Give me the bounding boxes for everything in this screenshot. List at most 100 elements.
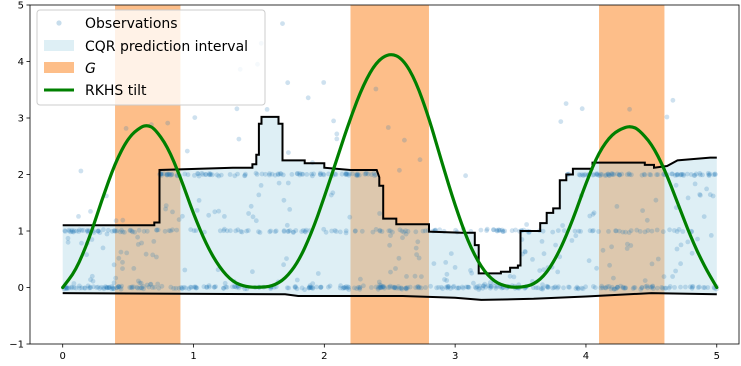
observation-point — [118, 284, 123, 290]
observation-point — [119, 227, 124, 233]
observation-point — [166, 228, 172, 234]
observation-point — [701, 285, 706, 290]
observation-point — [118, 286, 124, 292]
observation-point — [591, 172, 597, 177]
observation-point — [321, 226, 327, 232]
observation-point — [496, 227, 502, 233]
observation-point — [377, 227, 383, 233]
observation-point — [88, 285, 93, 291]
y-tick-label: 3 — [18, 114, 24, 125]
observation-point — [481, 283, 487, 289]
observation-point — [494, 227, 499, 233]
observation-point — [244, 228, 250, 234]
observation-point — [396, 284, 401, 289]
observation-point — [150, 285, 155, 290]
observation-point — [307, 284, 313, 290]
observation-point — [473, 285, 479, 291]
observation-point — [235, 171, 240, 177]
observation-point — [632, 285, 638, 290]
observation-point — [323, 229, 329, 235]
observation-point — [655, 256, 661, 262]
observation-point — [257, 230, 263, 235]
observation-point — [443, 260, 449, 265]
observation-point — [127, 228, 133, 234]
observation-point — [194, 208, 200, 213]
observation-point — [111, 262, 117, 268]
observation-point — [111, 286, 116, 292]
observation-point — [524, 222, 529, 227]
observation-point — [706, 172, 712, 178]
observation-point — [188, 227, 194, 233]
observation-point — [155, 227, 161, 233]
observation-point — [600, 247, 606, 253]
observation-point — [400, 235, 405, 241]
observation-point — [116, 284, 121, 290]
observation-point — [65, 239, 71, 245]
observation-point — [90, 278, 96, 284]
observation-point — [224, 228, 230, 234]
observation-point — [550, 285, 556, 291]
observation-point — [445, 285, 450, 291]
observation-point — [558, 119, 564, 124]
observation-point — [417, 157, 423, 163]
observation-point — [484, 226, 490, 232]
observation-point — [293, 228, 299, 233]
observation-point — [702, 285, 708, 291]
observation-point — [141, 228, 147, 234]
observation-point — [592, 285, 598, 290]
group-band-3 — [599, 5, 665, 344]
observation-point — [445, 284, 451, 290]
observation-point — [598, 171, 604, 177]
observation-point — [616, 228, 622, 234]
observation-point — [321, 172, 327, 178]
observation-point — [576, 228, 582, 234]
observation-point — [620, 229, 626, 235]
observation-point — [326, 284, 331, 290]
x-tick-label: 2 — [321, 351, 327, 362]
observation-point — [678, 172, 684, 177]
observation-point — [95, 284, 101, 290]
observation-point — [201, 284, 207, 290]
observation-point — [84, 252, 89, 258]
observation-point — [387, 242, 392, 248]
observation-point — [387, 283, 393, 289]
observation-point — [468, 268, 473, 273]
observation-point — [413, 245, 419, 251]
observation-point — [307, 283, 313, 288]
legend: Observations CQR prediction interval G R… — [36, 9, 266, 106]
observation-point — [463, 284, 469, 290]
observation-point — [388, 233, 393, 239]
observation-point — [670, 97, 676, 103]
observation-point — [114, 228, 120, 234]
observation-point — [647, 172, 652, 177]
observation-point — [204, 285, 210, 290]
observation-point — [104, 285, 110, 290]
observation-point — [217, 228, 223, 234]
observation-point — [354, 286, 359, 291]
observation-point — [399, 228, 405, 234]
observation-point — [287, 207, 293, 212]
observation-point — [671, 228, 677, 233]
observation-point — [488, 280, 493, 285]
observation-point — [648, 172, 654, 178]
observation-point — [606, 172, 612, 178]
observation-point — [79, 285, 85, 291]
x-tick-label: 4 — [583, 351, 589, 362]
observation-point — [576, 286, 581, 292]
observation-point — [392, 285, 397, 291]
observation-point — [141, 286, 147, 292]
observation-point — [644, 217, 650, 223]
observation-point — [446, 284, 452, 289]
observation-point — [299, 171, 305, 177]
observation-point — [706, 173, 712, 178]
observation-point — [66, 228, 72, 234]
observation-point — [454, 285, 460, 291]
observation-point — [669, 171, 675, 177]
observation-point — [179, 286, 185, 292]
observation-point — [329, 228, 335, 234]
observation-point — [170, 227, 175, 233]
observation-point — [650, 286, 656, 291]
observation-point — [594, 172, 599, 177]
observation-point — [171, 286, 177, 291]
observation-point — [284, 285, 290, 291]
